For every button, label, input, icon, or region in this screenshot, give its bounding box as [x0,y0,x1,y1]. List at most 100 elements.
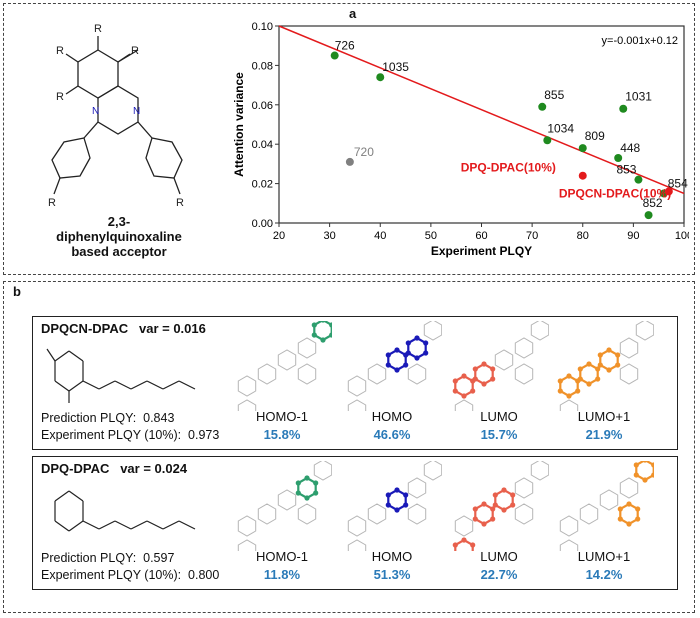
orbital-lobe [642,461,648,463]
orbital-lobe [403,362,409,368]
orbital-ring [474,502,494,526]
orbital-lobe [405,340,411,346]
data-point [619,104,628,113]
orbital-lobe [481,381,487,387]
structure-bond [54,380,70,392]
prediction-plqy: Prediction PLQY: 0.843 [41,411,175,425]
orbital-ring [454,399,474,411]
point-label: 852 [643,196,663,210]
prediction-plqy: Prediction PLQY: 0.597 [41,551,175,565]
orbital-ring [347,539,367,551]
orbital-lobe [295,490,301,496]
row-title: DPQCN-DPAC var = 0.016 [41,321,206,336]
structure-bond [98,520,116,530]
x-axis-label: Experiment PLQY [431,244,532,258]
orbital-lobe [635,516,641,522]
orbital-lobe [617,506,623,512]
orbital-lobe [385,362,391,368]
orbital-diagram [557,321,654,411]
y-tick-label: 0.06 [252,100,273,112]
structure-bond [146,520,164,530]
data-point [345,157,354,166]
data-point [538,102,547,111]
orbital-name: LUMO+1 [577,549,631,564]
y-axis-label: Attention variance [232,72,246,177]
point-label: 854 [668,176,688,190]
orbital-ring [559,515,579,537]
orbital-ring [347,399,367,411]
orbital-lobe [472,506,478,512]
orbital-lobe [642,477,648,483]
orbital-name: HOMO-1 [256,549,308,564]
orbital-lobe [320,337,326,343]
orbital-ring [277,349,297,371]
panel-b: b DPQCN-DPAC var = 0.016 Prediction PLQY:… [3,281,695,613]
data-point [664,187,673,196]
row-title: DPQ-DPAC var = 0.024 [41,461,188,476]
orbital-ring [494,488,514,512]
orbital-lobe [492,492,498,498]
orbital-lobe [320,321,326,323]
orbital-lobe [329,322,332,328]
orbital-lobe [472,366,478,372]
orbital-lobe [575,388,581,394]
data-point [634,175,643,184]
orbital-lobe [633,472,639,478]
panel-b-label: b [13,284,21,299]
orbital-ring [619,337,639,359]
orbital-lobe [615,362,621,368]
orbital-lobe [461,373,467,379]
orbital-name: HOMO [371,409,413,424]
orbital-lobe [470,388,476,394]
x-tick-label: 70 [526,230,538,242]
orbital-ring [367,363,387,385]
orbital-lobe [557,388,563,394]
orbital-ring [559,374,579,398]
orbital-ring [494,349,514,371]
molecule-row: DPQCN-DPAC var = 0.016 Prediction PLQY: 0… [32,316,678,450]
data-point [614,153,623,162]
orbital-diagram [347,321,442,411]
structure-bond [68,520,84,532]
orbital-ring [579,362,599,386]
orbital-lobe [423,350,429,356]
r-label: R [176,197,184,209]
orbital-lobe [394,487,400,493]
orbital-lobe [394,367,400,373]
orbital-ring [297,476,317,500]
orbital-name: LUMO [480,549,518,564]
orbital-ring [514,503,534,525]
orbital-ring [635,461,654,482]
orbital-name: LUMO+1 [577,409,631,424]
orbital-ring [619,363,639,385]
orbital-lobe [510,502,516,508]
orbital-lobe [329,332,332,338]
orbital-ring [387,488,407,512]
orbital-ring [347,515,367,537]
r-label: R [48,197,56,209]
orbital-ring [530,321,549,341]
n-label: N [92,106,99,117]
orbital-ring [407,336,427,360]
data-point [543,136,552,145]
orbital-lobe [472,516,478,522]
orbital-ring [257,363,277,385]
orbital-percentage: 15.7% [480,427,518,442]
orbital-lobe [617,516,623,522]
orbital-lobe [423,340,429,346]
orbital-ring [347,375,367,397]
orbital-lobe [313,490,319,496]
orbital-lobe [403,492,409,498]
structure-bond [178,520,196,530]
data-point [330,51,339,60]
orbital-ring [454,374,474,398]
orbital-ring [619,477,639,499]
structure-bond [54,490,70,502]
point-label: 448 [620,141,640,155]
point-label: 809 [585,129,605,143]
orbital-lobe [414,355,420,361]
orbital-lobe [635,506,641,512]
orbital-percentage: 51.3% [373,567,411,582]
orbital-ring [387,348,407,372]
orbital-ring [474,362,494,386]
